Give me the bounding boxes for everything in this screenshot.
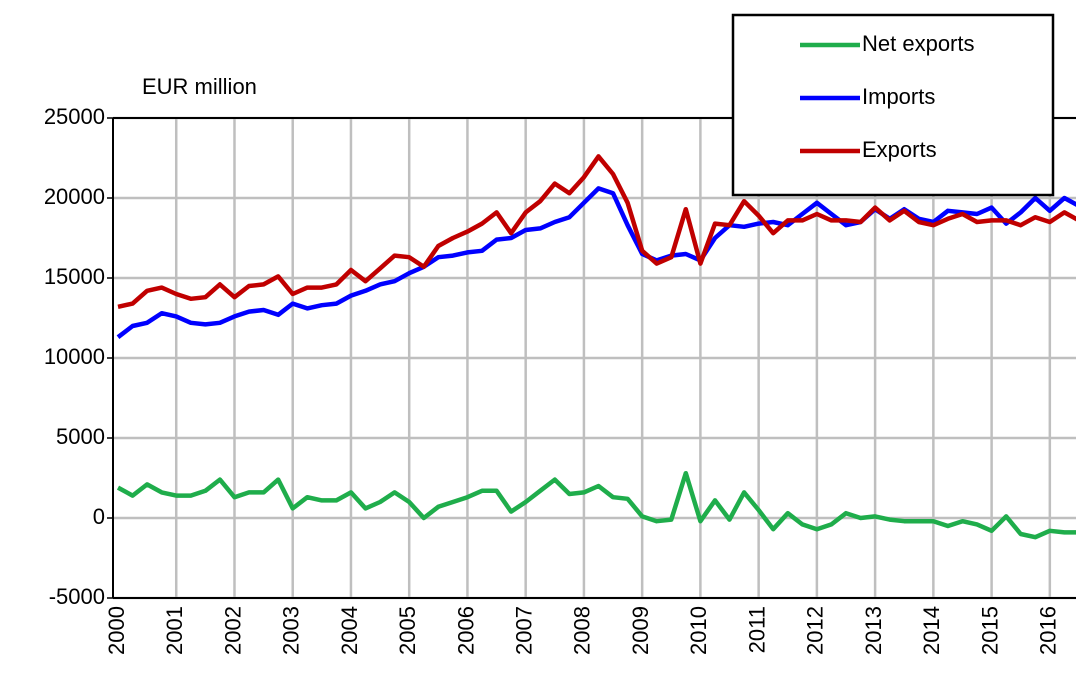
x-tick-label: 2008 bbox=[570, 606, 595, 655]
x-tick-label: 2011 bbox=[744, 606, 769, 653]
x-tick-label: 2004 bbox=[337, 606, 362, 655]
y-tick-label: 20000 bbox=[44, 184, 105, 209]
x-tick-label: 2003 bbox=[279, 606, 304, 655]
y-tick-label: 5000 bbox=[56, 424, 105, 449]
x-tick-label: 2007 bbox=[511, 606, 536, 655]
x-tick-label: 2015 bbox=[977, 606, 1002, 655]
series-line bbox=[117, 154, 1076, 309]
y-tick-label: 25000 bbox=[44, 104, 105, 129]
legend: Net exports Imports Exports bbox=[731, 13, 1055, 197]
y-tick-label: 15000 bbox=[44, 264, 105, 289]
grid bbox=[113, 116, 1076, 600]
x-tick-label: 2000 bbox=[104, 606, 129, 655]
series-line bbox=[116, 470, 1076, 540]
x-tick-label: 2013 bbox=[861, 606, 886, 655]
legend-box bbox=[731, 13, 1055, 197]
y-tick-label: 10000 bbox=[44, 344, 105, 369]
legend-label: Net exports bbox=[862, 31, 975, 56]
legend-label: Imports bbox=[862, 84, 935, 109]
y-tick-label: 0 bbox=[93, 504, 105, 529]
legend-label: Exports bbox=[862, 137, 937, 162]
x-tick-label: 2006 bbox=[453, 606, 478, 655]
axes: -5000 0 5000 10000 15000 20000 25000 2000 2001 20… bbox=[44, 104, 1076, 655]
x-tick-label: 2014 bbox=[919, 606, 944, 655]
x-tick-label: 2005 bbox=[395, 606, 420, 655]
x-tick-label: 2002 bbox=[220, 606, 245, 655]
series-line bbox=[116, 186, 1076, 339]
x-tick-label: 2012 bbox=[803, 606, 828, 655]
x-tick-label: 2001 bbox=[162, 606, 187, 655]
x-tick-label: 2009 bbox=[628, 606, 653, 655]
lines bbox=[116, 154, 1076, 540]
x-tick-label: 2010 bbox=[686, 606, 711, 655]
y-tick-label: -5000 bbox=[49, 584, 105, 609]
x-tick-label: 2016 bbox=[1036, 606, 1061, 655]
y-axis-title: EUR million bbox=[142, 74, 257, 99]
